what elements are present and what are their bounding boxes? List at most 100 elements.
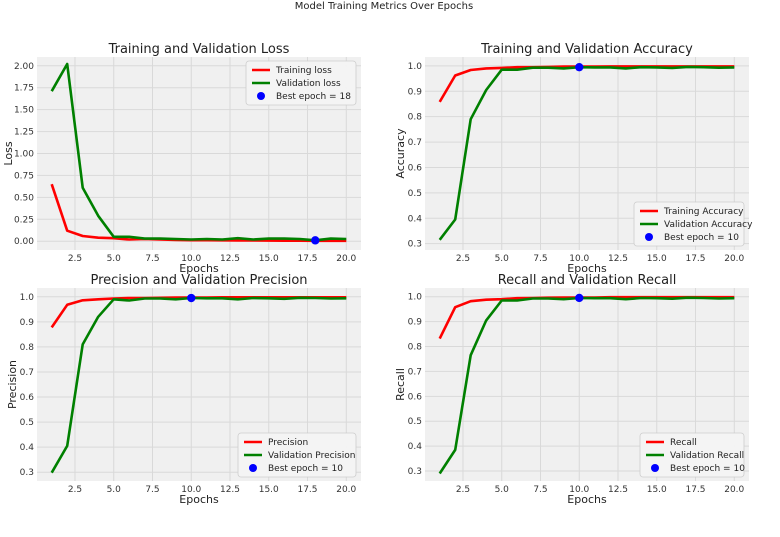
y-tick-label: 1.0: [408, 62, 423, 72]
x-tick-label: 2.5: [456, 254, 470, 264]
x-axis-label: Epochs: [179, 262, 219, 275]
x-axis-label: Epochs: [179, 493, 219, 506]
y-tick-label: 0.5: [408, 417, 422, 427]
y-tick-label: 0.75: [14, 171, 34, 181]
legend-label: Validation Accuracy: [664, 220, 753, 230]
legend-label: Validation loss: [276, 79, 341, 89]
validation-series-line: [438, 65, 735, 241]
y-tick-label: 0.9: [408, 87, 423, 97]
y-tick-label: 0.3: [408, 240, 422, 250]
legend-swatch: [645, 233, 653, 241]
x-tick-label: 17.5: [297, 485, 317, 495]
x-axis-label: Epochs: [567, 493, 607, 506]
legend-swatch: [257, 92, 265, 100]
y-tick-label: 1.0: [20, 293, 35, 303]
x-tick-label: 10.0: [569, 485, 589, 495]
x-tick-label: 7.5: [145, 254, 159, 264]
legend-label: Best epoch = 10: [268, 464, 343, 474]
legend-box: [639, 432, 745, 478]
x-tick-label: 20.0: [724, 254, 744, 264]
y-tick-label: 0.50: [14, 193, 34, 203]
x-tick-label: 5.0: [495, 485, 510, 495]
legend-label: Best epoch = 18: [276, 92, 351, 102]
chart-title: Precision and Validation Precision: [90, 273, 307, 288]
y-tick-label: 0.8: [20, 343, 35, 353]
y-tick-label: 0.00: [14, 237, 34, 247]
y-tick-label: 0.7: [20, 368, 34, 378]
x-tick-label: 17.5: [685, 254, 705, 264]
legend: Precision Validation Precision Best epoch …: [237, 432, 357, 478]
x-tick-label: 7.5: [145, 485, 159, 495]
x-tick-label: 5.0: [495, 254, 510, 264]
y-tick-label: 0.7: [408, 367, 422, 377]
y-tick-label: 0.6: [408, 163, 423, 173]
x-tick-label: 15.0: [647, 254, 667, 264]
x-tick-label: 12.5: [220, 254, 240, 264]
x-tick-label: 15.0: [647, 485, 667, 495]
best-epoch-marker: [575, 293, 584, 303]
x-tick-label: 12.5: [608, 485, 628, 495]
y-tick-label: 2.00: [14, 62, 34, 72]
y-tick-label: 0.3: [408, 467, 422, 477]
best-epoch-marker: [187, 293, 196, 303]
legend-label: Best epoch = 10: [670, 464, 745, 474]
x-tick-label: 20.0: [336, 485, 356, 495]
best-epoch-marker: [311, 236, 320, 245]
x-tick-label: 17.5: [297, 254, 317, 264]
y-tick-label: 1.25: [14, 128, 34, 138]
y-tick-label: 1.50: [14, 106, 34, 116]
best-epoch-marker: [575, 62, 584, 72]
legend-box: [245, 60, 357, 106]
x-tick-label: 17.5: [685, 485, 705, 495]
legend-box: [633, 201, 745, 247]
legend-label: Precision: [268, 438, 308, 448]
x-tick-label: 10.0: [181, 485, 201, 495]
y-tick-label: 0.8: [408, 343, 423, 353]
legend: Training Accuracy Validation Accuracy Best…: [633, 201, 753, 247]
y-tick-label: 0.8: [408, 113, 423, 123]
x-tick-label: 7.5: [533, 254, 547, 264]
y-tick-label: 0.5: [408, 189, 422, 199]
legend-label: Training loss: [275, 66, 332, 76]
x-tick-label: 10.0: [181, 254, 201, 264]
x-tick-label: 12.5: [608, 254, 628, 264]
chart-panel-1: 2.5 5.0 7.5 10.0 12.5 15.0 17.5 20.0 0.00 0.25 0.5…: [2, 42, 361, 275]
validation-series-line: [50, 296, 347, 474]
x-tick-label: 15.0: [259, 254, 279, 264]
validation-series-line: [438, 296, 735, 475]
legend: Recall Validation Recall Best epoch = 10: [639, 432, 745, 478]
y-tick-label: 1.75: [14, 84, 34, 94]
legend-swatch: [249, 464, 257, 472]
x-tick-label: 15.0: [259, 485, 279, 495]
y-tick-label: 0.9: [408, 318, 423, 328]
y-tick-label: 0.9: [20, 318, 35, 328]
y-tick-label: 0.3: [20, 468, 34, 478]
legend-label: Training Accuracy: [663, 207, 744, 217]
x-tick-label: 5.0: [107, 254, 122, 264]
y-tick-label: 1.0: [408, 293, 423, 303]
x-tick-label: 20.0: [724, 485, 744, 495]
x-tick-label: 2.5: [68, 485, 82, 495]
legend-label: Validation Recall: [670, 451, 744, 461]
y-tick-label: 0.6: [20, 393, 35, 403]
validation-series-line: [50, 62, 347, 242]
chart-panels: 2.5 5.0 7.5 10.0 12.5 15.0 17.5 20.0 0.00 0.25 0.5…: [2, 42, 753, 506]
chart-title: Recall and Validation Recall: [498, 273, 677, 288]
y-tick-label: 0.25: [14, 215, 34, 225]
legend-label: Recall: [670, 438, 697, 448]
legend: Training loss Validation loss Best epoch =…: [245, 60, 357, 106]
chart-panel-3: 2.5 5.0 7.5 10.0 12.5 15.0 17.5 20.0 0.3 0.4 0.5 0.…: [6, 273, 361, 506]
x-tick-label: 20.0: [336, 254, 356, 264]
legend-label: Best epoch = 10: [664, 233, 739, 243]
legend-box: [237, 432, 357, 478]
y-tick-label: 1.00: [14, 150, 34, 160]
x-tick-label: 2.5: [68, 254, 82, 264]
y-axis-label: Recall: [394, 368, 407, 401]
legend-swatch: [651, 464, 659, 472]
y-axis-label: Accuracy: [394, 128, 407, 179]
chart-panel-4: 2.5 5.0 7.5 10.0 12.5 15.0 17.5 20.0 0.3 0.4 0.5 0.…: [394, 273, 749, 506]
x-tick-label: 12.5: [220, 485, 240, 495]
y-tick-label: 0.4: [408, 214, 423, 224]
y-tick-label: 0.6: [408, 392, 423, 402]
